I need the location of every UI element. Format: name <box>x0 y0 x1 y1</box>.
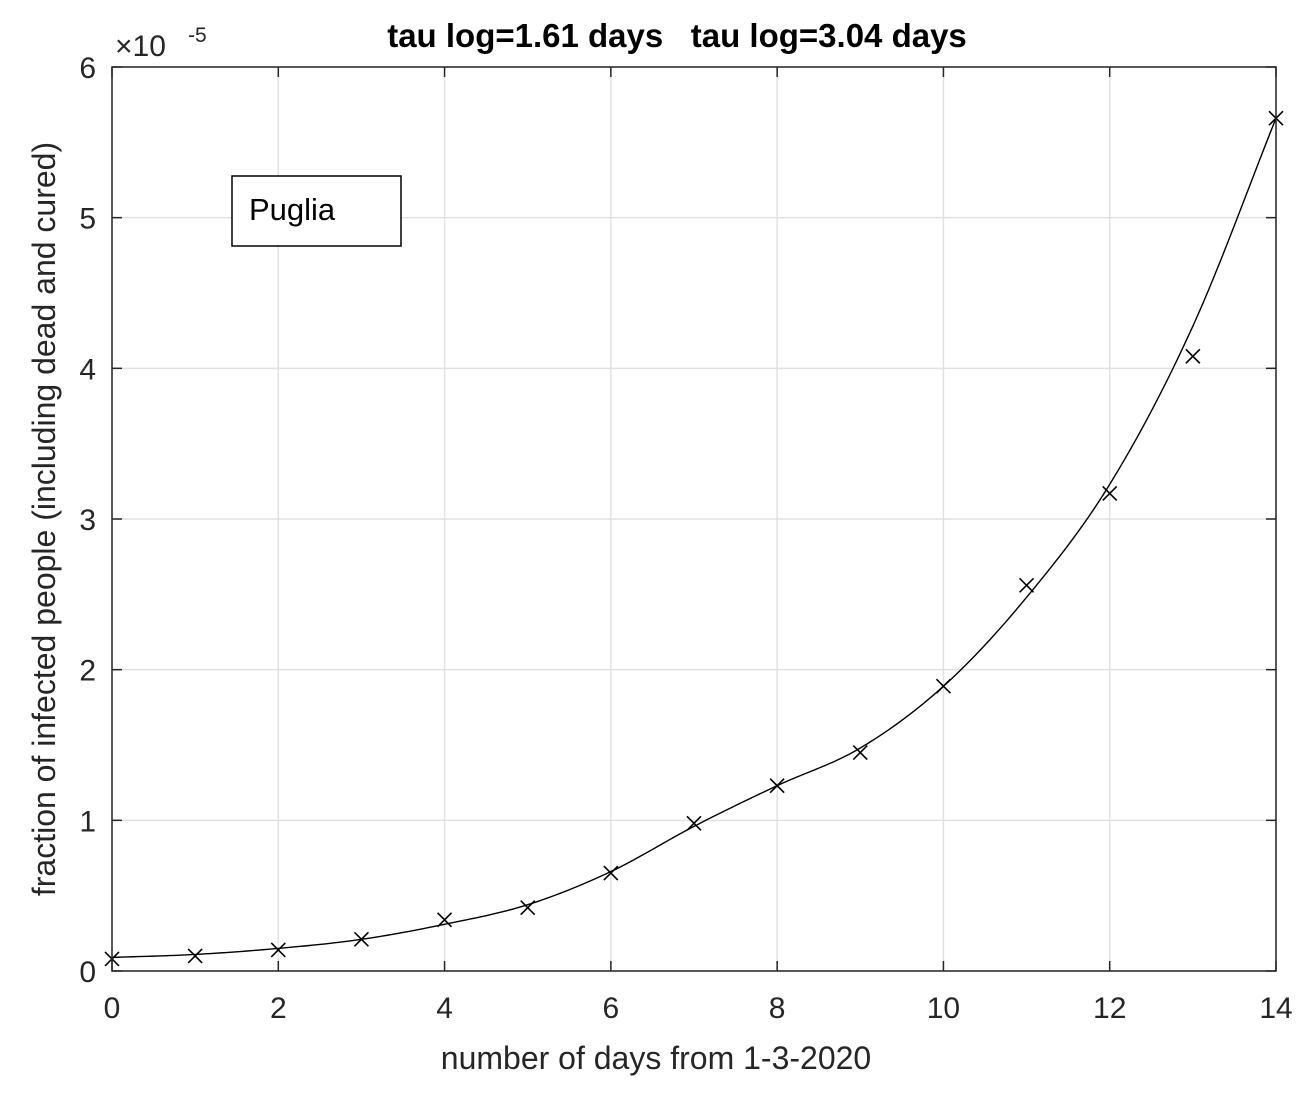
y-tick-label: 2 <box>79 655 96 688</box>
data-point-x-marker <box>437 912 453 928</box>
data-point-x-marker <box>1185 348 1201 364</box>
legend: Puglia <box>231 175 402 247</box>
data-point-x-marker <box>769 778 785 794</box>
y-exponent-base: ×10 <box>115 30 166 63</box>
x-tick-label: 4 <box>436 992 453 1025</box>
y-tick-label: 1 <box>79 805 96 838</box>
data-point-x-marker <box>686 815 702 831</box>
x-tick-label: 12 <box>1093 992 1126 1025</box>
y-tick-label: 6 <box>79 52 96 85</box>
y-exponent-power: -5 <box>188 24 207 47</box>
data-point-x-marker <box>270 942 286 958</box>
chart-title: tau log=1.61 days tau log=3.04 days <box>387 17 967 54</box>
data-point-x-marker <box>1019 577 1035 593</box>
x-tick-label: 8 <box>769 992 786 1025</box>
data-point-x-marker <box>187 948 203 964</box>
y-tick-label: 0 <box>79 956 96 989</box>
data-point-x-marker <box>603 865 619 881</box>
data-point-x-marker <box>1102 485 1118 501</box>
data-point-x-marker <box>852 744 868 761</box>
grid-lines <box>111 66 1277 972</box>
fit-curve-line <box>111 117 1277 959</box>
y-tick-label: 5 <box>79 203 96 236</box>
x-tick-label: 10 <box>927 992 960 1025</box>
y-tick-label: 3 <box>79 504 96 537</box>
data-point-x-marker <box>520 900 536 916</box>
legend-label: Puglia <box>249 192 336 227</box>
x-tick-label: 14 <box>1259 992 1292 1025</box>
data-point-x-marker <box>935 678 951 694</box>
y-tick-label: 4 <box>79 353 96 386</box>
x-tick-label: 0 <box>104 992 121 1025</box>
x-tick-label: 6 <box>603 992 620 1025</box>
data-point-x-marker <box>353 931 369 947</box>
x-tick-label: 2 <box>270 992 287 1025</box>
x-axis-label: number of days from 1-3-2020 <box>441 1040 871 1076</box>
legend-box <box>231 175 402 247</box>
y-axis-label: fraction of infected people (including d… <box>26 142 62 896</box>
